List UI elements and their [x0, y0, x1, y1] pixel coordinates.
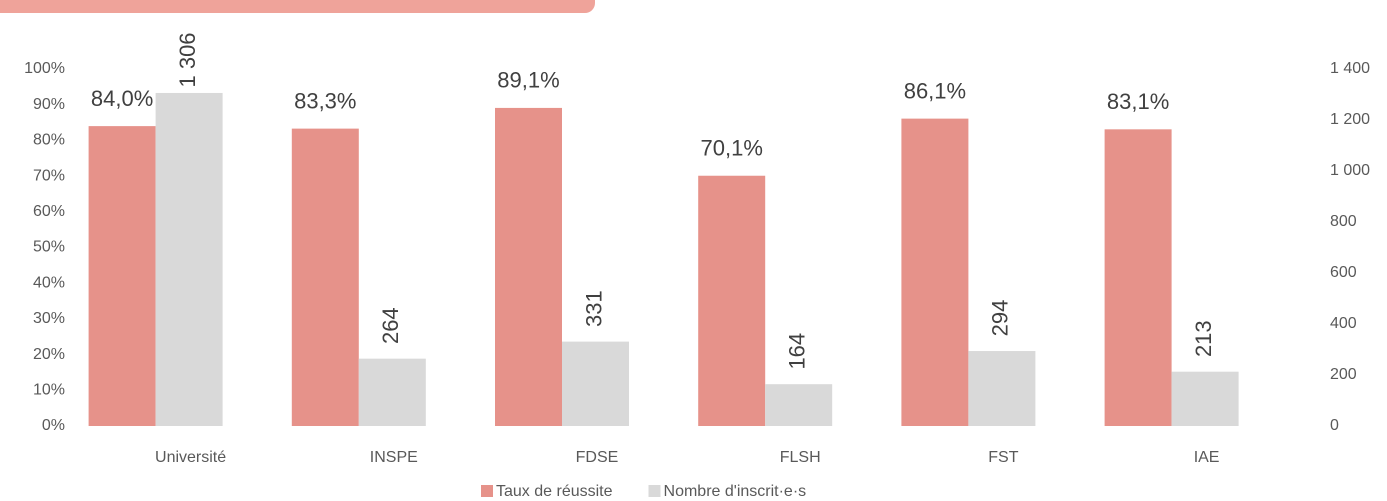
bar	[358, 358, 426, 426]
value-label: 164	[785, 333, 810, 370]
bar	[1104, 129, 1172, 426]
x-tick-label: FLSH	[780, 449, 821, 466]
bar	[88, 126, 156, 427]
y-tick-label: 60%	[33, 203, 65, 220]
y2-tick-label: 600	[1330, 264, 1357, 281]
y2-tick-label: 1 400	[1330, 60, 1370, 77]
y-tick-label: 20%	[33, 346, 65, 363]
x-tick-label: IAE	[1194, 449, 1220, 466]
y-tick-label: 50%	[33, 239, 65, 256]
value-label: 264	[378, 307, 403, 344]
value-label: 1 306	[175, 32, 200, 87]
y-tick-label: 30%	[33, 310, 65, 327]
y-tick-label: 10%	[33, 382, 65, 399]
title-banner	[0, 0, 595, 13]
y-tick-label: 100%	[24, 60, 65, 77]
bar	[901, 118, 969, 427]
bar	[698, 175, 766, 426]
bar	[495, 107, 562, 427]
y2-tick-label: 200	[1330, 366, 1357, 383]
y-tick-label: 70%	[33, 167, 65, 184]
x-tick-label: FST	[988, 449, 1018, 466]
value-label: 213	[1191, 320, 1216, 357]
legend-label: Nombre d'inscrit·e·s	[664, 483, 807, 500]
y2-tick-label: 800	[1330, 213, 1357, 230]
value-label: 294	[988, 300, 1013, 337]
bar	[765, 384, 833, 426]
y-tick-label: 0%	[42, 417, 65, 434]
value-label: 86,1%	[904, 78, 966, 103]
y-tick-label: 90%	[33, 96, 65, 113]
bar	[1171, 371, 1239, 426]
legend-label: Taux de réussite	[496, 483, 613, 500]
legend-swatch	[648, 485, 661, 497]
legend-swatch	[481, 485, 493, 497]
bar	[291, 128, 359, 426]
x-tick-label: Université	[155, 449, 226, 466]
y2-tick-label: 1 200	[1330, 111, 1370, 128]
value-label: 89,1%	[497, 68, 559, 93]
y2-tick-label: 400	[1330, 315, 1357, 332]
value-label: 70,1%	[701, 136, 763, 161]
y2-tick-label: 1 000	[1330, 162, 1370, 179]
y2-tick-label: 0	[1330, 417, 1339, 434]
value-label: 331	[581, 290, 606, 327]
x-tick-label: FDSE	[576, 449, 619, 466]
y-tick-label: 40%	[33, 274, 65, 291]
y-tick-label: 80%	[33, 132, 65, 149]
value-label: 83,3%	[294, 88, 356, 113]
bar	[155, 92, 223, 426]
bar	[968, 351, 1036, 426]
value-label: 83,1%	[1107, 89, 1169, 114]
value-label: 84,0%	[91, 86, 153, 111]
bar	[562, 341, 629, 426]
x-tick-label: INSPE	[370, 449, 418, 466]
